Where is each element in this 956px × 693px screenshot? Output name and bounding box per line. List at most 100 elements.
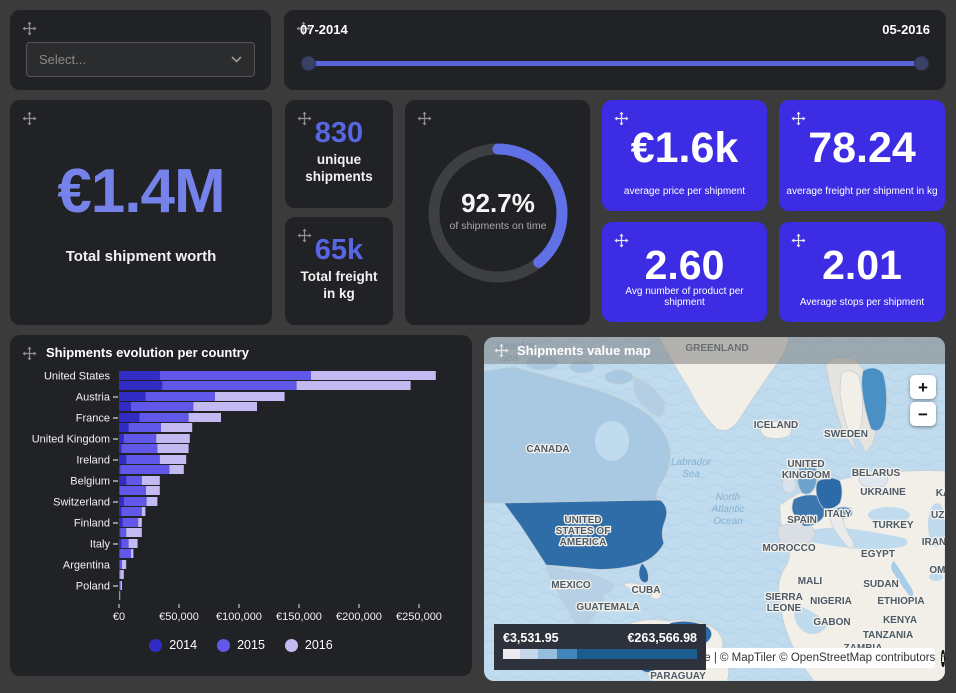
bar-segment-2015[interactable] xyxy=(123,434,157,443)
bar-segment-2016[interactable] xyxy=(146,486,160,495)
bar-segment-2014[interactable] xyxy=(119,434,124,443)
bar-segment-2014[interactable] xyxy=(119,486,120,495)
bar-segment-2015[interactable] xyxy=(122,518,139,527)
shipments-bar-chart: United States Austria France United Kingdom… xyxy=(32,371,442,624)
bar-segment-2016[interactable] xyxy=(141,476,160,485)
bar-segment-2016[interactable] xyxy=(128,539,138,548)
map-country-mexico xyxy=(545,564,615,630)
range-handle-end[interactable] xyxy=(914,56,929,71)
bar-segment-2014[interactable] xyxy=(119,371,160,380)
bar-segment-2016[interactable] xyxy=(122,560,127,569)
map-country-label: MEXICO xyxy=(551,580,591,591)
drag-handle-icon[interactable] xyxy=(417,111,432,126)
legend-item-2016[interactable]: 2016 xyxy=(284,638,333,652)
map-country-label: CANADA xyxy=(526,444,569,455)
bar-segment-2015[interactable] xyxy=(119,570,121,579)
bar-segment-2014[interactable] xyxy=(119,392,146,401)
bar-segment-2014[interactable] xyxy=(119,476,127,485)
drag-handle-icon[interactable] xyxy=(22,111,37,126)
bar-segment-2014[interactable] xyxy=(119,381,163,390)
bar-segment-2014[interactable] xyxy=(119,423,129,432)
bar-segment-2016[interactable] xyxy=(131,549,134,558)
bar-segment-2015[interactable] xyxy=(162,381,297,390)
bar-segment-2015[interactable] xyxy=(131,402,194,411)
bar-segment-2016[interactable] xyxy=(138,518,142,527)
bar-segment-2015[interactable] xyxy=(159,371,311,380)
range-slider-track[interactable] xyxy=(301,56,929,71)
bar-segment-2015[interactable] xyxy=(119,581,121,590)
bar-segment-2014[interactable] xyxy=(119,539,122,548)
bar-segment-2014[interactable] xyxy=(119,518,123,527)
bar-segment-2016[interactable] xyxy=(156,434,190,443)
world-choropleth-map[interactable]: BeaufortSeaLabradorSeaNorthAtlanticOcean… xyxy=(484,337,945,681)
bar-segment-2016[interactable] xyxy=(146,497,158,506)
bar-segment-2016[interactable] xyxy=(119,591,121,600)
category-label: Finland xyxy=(74,518,110,530)
bar-segment-2016[interactable] xyxy=(169,465,184,474)
kpi-card-avg-price: €1.6k average price per shipment xyxy=(602,100,767,211)
info-icon[interactable]: i xyxy=(941,649,945,667)
bar-segment-2015[interactable] xyxy=(128,423,161,432)
bar-segment-2016[interactable] xyxy=(296,381,411,390)
country-select[interactable]: Select... xyxy=(26,42,255,77)
bar-segment-2015[interactable] xyxy=(145,392,215,401)
gauge-label: of shipments on time xyxy=(450,220,547,232)
bar-segment-2016[interactable] xyxy=(193,402,257,411)
bar-segment-2015[interactable] xyxy=(119,560,122,569)
bar-segment-2015[interactable] xyxy=(126,476,142,485)
bar-segment-2014[interactable] xyxy=(119,528,121,537)
bar-segment-2014[interactable] xyxy=(119,465,121,474)
bar-segment-2016[interactable] xyxy=(157,444,189,453)
drag-handle-icon[interactable] xyxy=(494,343,509,358)
zoom-in-button[interactable]: + xyxy=(910,375,936,399)
range-handle-start[interactable] xyxy=(301,56,316,71)
bar-segment-2015[interactable] xyxy=(121,444,158,453)
legend-item-2015[interactable]: 2015 xyxy=(217,638,265,652)
bar-segment-2015[interactable] xyxy=(121,539,129,548)
map-country-label: GUATEMALA xyxy=(576,602,639,613)
shipments-map-card: BeaufortSeaLabradorSeaNorthAtlanticOcean… xyxy=(484,337,945,681)
bar-segment-2014[interactable] xyxy=(119,549,120,558)
bar-segment-2015[interactable] xyxy=(121,507,142,516)
bar-segment-2016[interactable] xyxy=(188,413,221,422)
map-country-label: TURKEY xyxy=(872,520,913,531)
bar-segment-2014[interactable] xyxy=(119,413,140,422)
bar-segment-2014[interactable] xyxy=(119,455,127,464)
bar-segment-2016[interactable] xyxy=(311,371,436,380)
bar-segment-2016[interactable] xyxy=(120,581,122,590)
bar-segment-2015[interactable] xyxy=(120,528,127,537)
zoom-out-button[interactable]: − xyxy=(910,402,936,426)
bar-segment-2016[interactable] xyxy=(161,423,193,432)
bar-segment-2015[interactable] xyxy=(139,413,189,422)
map-country-united-kingdom xyxy=(797,458,818,495)
legend-item-2014[interactable]: 2014 xyxy=(149,638,197,652)
bar-segment-2014[interactable] xyxy=(119,497,124,506)
bar-segment-2014[interactable] xyxy=(119,507,122,516)
bar-segment-2015[interactable] xyxy=(126,455,160,464)
kpi-label: Total shipment worth xyxy=(65,248,217,265)
drag-handle-icon[interactable] xyxy=(22,21,37,36)
bar-segment-2014[interactable] xyxy=(119,402,131,411)
legend-label: 2015 xyxy=(237,638,265,652)
bar-segment-2016[interactable] xyxy=(126,528,142,537)
map-country-label: PARAGUAY xyxy=(650,671,706,681)
map-country-label: UNITED STATES OF AMERICA xyxy=(556,515,611,548)
bar-segment-2016[interactable] xyxy=(215,392,285,401)
bar-segment-2016[interactable] xyxy=(141,507,146,516)
bar-segment-2015[interactable] xyxy=(120,465,170,474)
drag-handle-icon[interactable] xyxy=(22,346,37,361)
bar-segment-2015[interactable] xyxy=(119,549,131,558)
category-label: United States xyxy=(44,371,111,383)
bar-segment-2014[interactable] xyxy=(119,560,120,569)
map-country-italy xyxy=(829,515,855,549)
bar-segment-2015[interactable] xyxy=(123,497,147,506)
bar-segment-2015[interactable] xyxy=(119,486,146,495)
bar-segment-2016[interactable] xyxy=(159,455,187,464)
bar-segment-2016[interactable] xyxy=(120,570,124,579)
map-country-label: TANZANIA xyxy=(863,630,913,641)
map-sea-label: North Atlantic Ocean xyxy=(711,492,745,527)
kpi-label: Total freight in kg xyxy=(300,269,378,301)
attribution-text: bre | © MapTiler © OpenStreetMap contrib… xyxy=(694,652,936,664)
legend-dot xyxy=(284,638,298,652)
bar-segment-2014[interactable] xyxy=(119,444,122,453)
